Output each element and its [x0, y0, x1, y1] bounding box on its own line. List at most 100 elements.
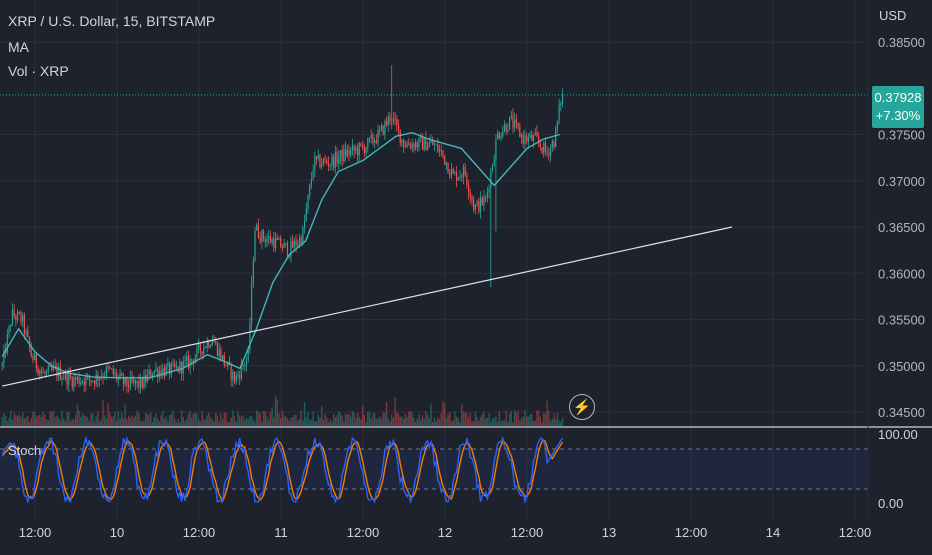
candle-body: [182, 360, 184, 374]
volume-bar: [418, 413, 420, 426]
volume-legend[interactable]: Vol · XRP: [8, 63, 69, 79]
volume-bar: [510, 411, 512, 426]
candle-body: [374, 140, 376, 143]
candle-body: [221, 355, 224, 360]
candle-body: [128, 386, 130, 388]
volume-bar: [244, 419, 246, 426]
candle-body: [515, 119, 518, 123]
candle-body: [380, 125, 383, 130]
candle-body: [269, 236, 272, 243]
candle-body: [237, 374, 239, 376]
stoch-label[interactable]: Stoch: [8, 443, 41, 458]
candle-body: [143, 375, 145, 388]
volume-bar: [136, 410, 138, 426]
candle-body: [242, 364, 244, 366]
price-axis[interactable]: 0.38500 0.37500 0.37000 0.36500 0.36000 0.355…: [878, 35, 925, 420]
volume-bar: [8, 417, 10, 426]
candle-body: [150, 370, 152, 378]
candle-body: [76, 376, 78, 380]
candle-body: [98, 378, 101, 381]
volume-bar: [385, 401, 388, 426]
candle-body: [199, 344, 201, 352]
trend-line[interactable]: [2, 226, 733, 387]
volume-bar: [356, 413, 359, 426]
volume-bar: [546, 400, 548, 426]
candle-body: [285, 242, 287, 244]
candle-body: [541, 147, 543, 154]
candle-body: [162, 368, 164, 377]
volume-bar: [52, 410, 55, 426]
candle-body: [404, 147, 406, 148]
candle-body: [259, 237, 261, 242]
volume-bar: [290, 418, 292, 426]
volume-bar: [162, 410, 164, 426]
candle-body: [174, 363, 176, 368]
time-tick: 12:00: [183, 525, 216, 540]
candle-body: [339, 150, 342, 158]
volume-bar: [37, 415, 39, 426]
volume-bar: [449, 412, 451, 426]
volume-bar: [517, 410, 519, 426]
candle-body: [90, 379, 92, 382]
volume-bar: [122, 418, 125, 426]
volume-bar: [1, 417, 3, 426]
candle-body: [220, 349, 222, 360]
volume-bar: [88, 420, 91, 426]
volume-bar: [16, 415, 19, 426]
candle-body: [384, 121, 386, 135]
candle-body: [46, 371, 48, 374]
candle-body: [327, 163, 330, 166]
volume-bar: [156, 418, 159, 426]
volume-bar: [186, 418, 188, 426]
lightning-icon[interactable]: ⚡: [569, 394, 595, 420]
volume-bar: [124, 404, 126, 426]
time-tick: 12:00: [347, 525, 380, 540]
symbol-title[interactable]: XRP / U.S. Dollar, 15, BITSTAMP: [8, 13, 216, 29]
volume-bar: [163, 418, 166, 426]
candle-body: [326, 160, 328, 164]
volume-bar: [498, 411, 501, 426]
candle-body: [346, 149, 348, 157]
candle-body: [10, 325, 12, 327]
volume-bar: [174, 418, 176, 426]
volume-bar: [141, 421, 143, 426]
volume-bar: [428, 418, 430, 426]
candle-body: [538, 136, 540, 143]
candle-body: [64, 371, 67, 379]
time-axis[interactable]: 12:00 10 12:00 11 12:00 12 12:00 13 12:00 14 12:00: [19, 525, 872, 540]
candle-body: [517, 122, 519, 127]
candle-body: [126, 377, 128, 387]
volume-bar: [363, 415, 366, 426]
candle-body: [454, 171, 456, 174]
candle-body: [23, 315, 26, 334]
candle-body: [196, 347, 198, 358]
volume-bar: [344, 413, 347, 426]
candle-body: [49, 366, 51, 368]
candle-body: [254, 230, 256, 261]
currency-label: USD: [879, 8, 907, 23]
candle-body: [546, 151, 548, 153]
volume-bar: [379, 416, 381, 426]
ma-legend[interactable]: MA: [8, 39, 29, 55]
candle-body: [372, 134, 374, 143]
candle-body: [57, 367, 60, 377]
volume-bar: [536, 410, 538, 426]
volume-bar: [508, 413, 511, 426]
volume-bar: [189, 410, 191, 426]
volume-bar: [353, 412, 355, 426]
volume-bar: [500, 421, 502, 426]
candle-body: [336, 152, 338, 164]
volume-bar: [461, 404, 463, 426]
candle-body: [300, 237, 302, 245]
candle-body: [167, 363, 169, 367]
candle-body: [555, 128, 557, 148]
candle-body: [18, 311, 20, 314]
volume-bar: [462, 411, 465, 426]
candle-body: [93, 381, 96, 385]
candle-body: [245, 359, 248, 366]
volume-bar: [13, 412, 15, 426]
candle-body: [286, 243, 289, 257]
volume-bars: [1, 396, 564, 426]
volume-bar: [74, 414, 77, 426]
